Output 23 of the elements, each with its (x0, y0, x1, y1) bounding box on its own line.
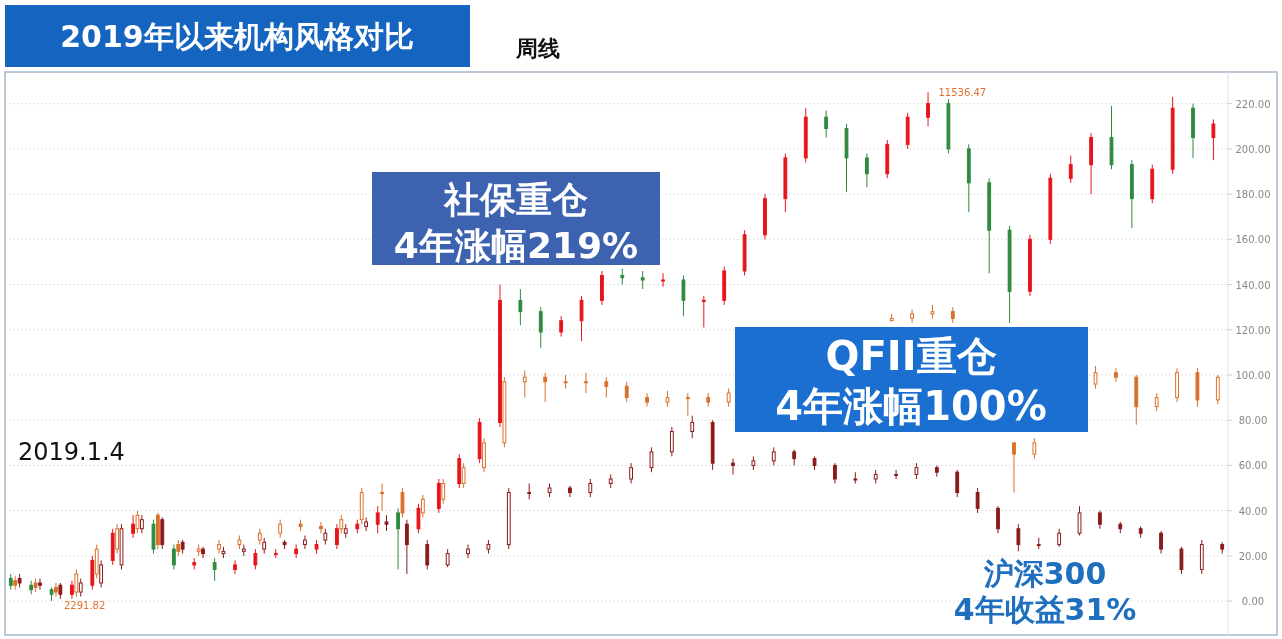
annotation: 2019.1.4 (18, 438, 125, 466)
y-tick-label: 20.00 (1238, 550, 1268, 562)
chart-subtitle: 周线 (515, 36, 560, 61)
annotation: QFII重仓 (825, 333, 997, 379)
y-tick-label: 180.00 (1235, 189, 1271, 201)
annotation: 社保重仓 (443, 179, 588, 220)
y-tick-label: 140.00 (1235, 279, 1271, 291)
y-tick-label: 200.00 (1235, 143, 1271, 155)
y-tick-label: 60.00 (1238, 460, 1268, 472)
y-tick-label: 40.00 (1238, 505, 1268, 517)
annotation: 4年涨幅219% (393, 225, 639, 266)
annotation: 11536.47 (938, 87, 987, 99)
annotation: 沪深300 (982, 556, 1107, 591)
y-tick-label: 120.00 (1235, 324, 1271, 336)
annotation: 4年收益31% (953, 592, 1137, 627)
y-tick-label: 0.00 (1241, 596, 1265, 608)
chart-title: 2019年以来机构风格对比 (60, 19, 414, 54)
y-tick-label: 80.00 (1238, 415, 1268, 427)
annotation: 2291.82 (63, 600, 106, 612)
y-tick-label: 220.00 (1235, 98, 1271, 110)
y-tick-label: 100.00 (1235, 369, 1271, 381)
annotation: 4年涨幅100% (775, 383, 1047, 429)
y-tick-label: 160.00 (1235, 234, 1271, 246)
